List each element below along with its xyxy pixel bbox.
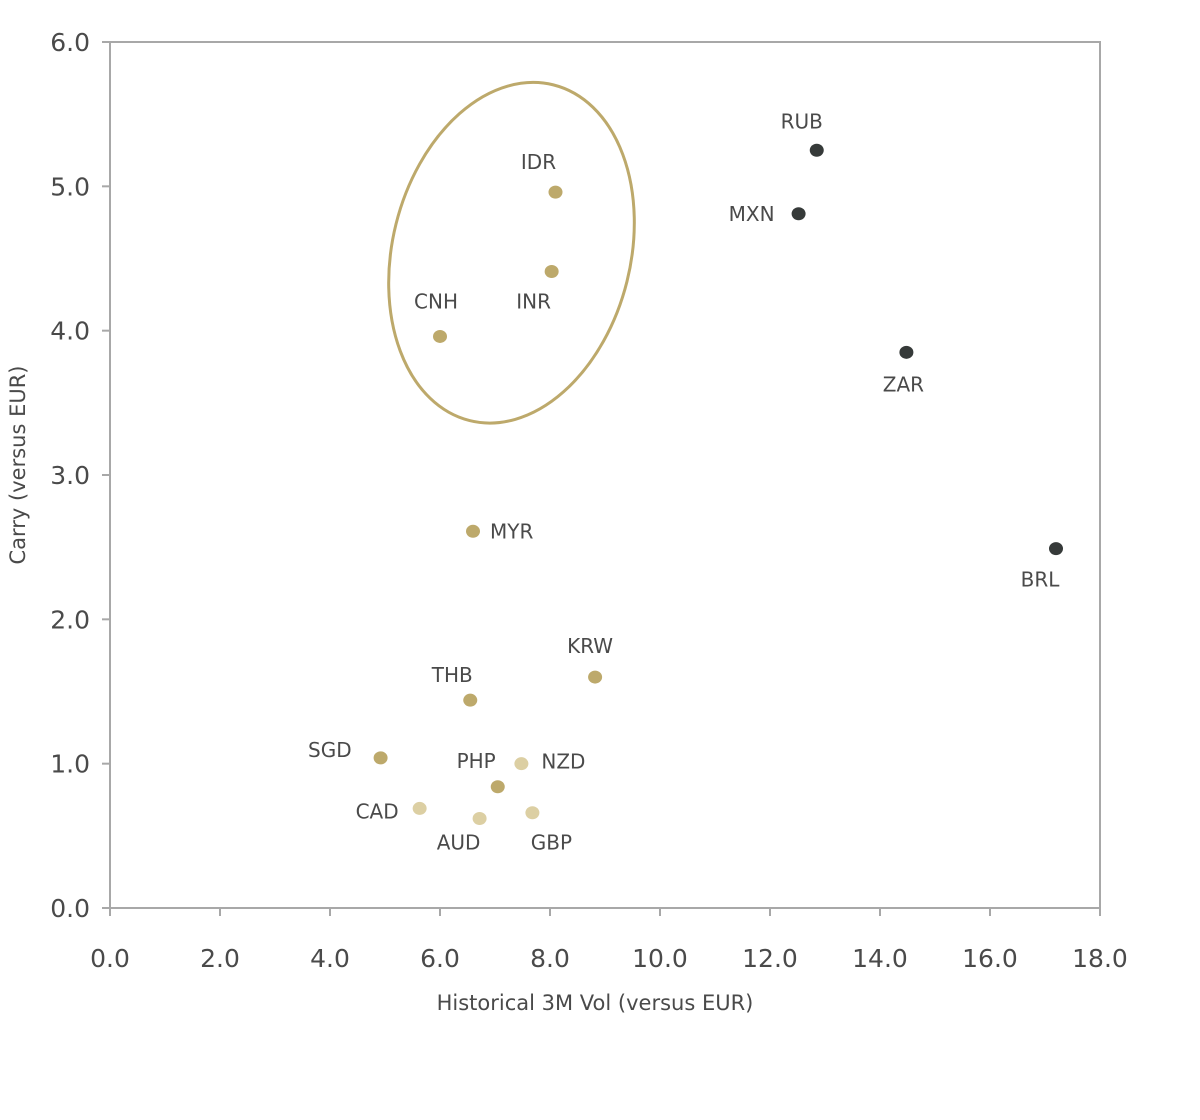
x-tick-label: 4.0 (310, 944, 350, 973)
point-cad (412, 801, 427, 815)
point-aud (472, 812, 487, 826)
x-tick-label: 18.0 (1072, 944, 1128, 973)
y-tick-label: 6.0 (50, 28, 90, 57)
point-thb (463, 693, 478, 707)
point-label-zar: ZAR (883, 372, 924, 396)
point-label-inr: INR (516, 289, 551, 313)
point-inr (544, 264, 559, 278)
highlight-ellipse (387, 80, 636, 425)
point-rub (809, 143, 824, 157)
x-tick-label: 8.0 (530, 944, 570, 973)
y-tick-label: 5.0 (50, 172, 90, 201)
point-krw (588, 670, 603, 684)
point-label-nzd: NZD (541, 750, 585, 774)
data-points: RUB MXN ZAR BRL IDR INR CNH MYR KRW THB SGD PHP NZD C… (308, 109, 1063, 855)
y-axis: 0.0 1.0 2.0 3.0 4.0 5.0 6.0 (50, 28, 110, 923)
plot-area (109, 41, 1101, 909)
y-tick-label: 3.0 (50, 461, 90, 490)
point-gbp (525, 806, 540, 820)
x-tick-label: 12.0 (742, 944, 798, 973)
point-label-gbp: GBP (531, 831, 572, 855)
point-label-brl: BRL (1021, 568, 1061, 592)
point-label-rub: RUB (781, 109, 823, 133)
point-label-cad: CAD (356, 799, 399, 823)
point-label-idr: IDR (521, 150, 556, 174)
point-myr (466, 524, 480, 538)
point-cnh (433, 329, 447, 343)
x-tick-label: 16.0 (962, 944, 1018, 973)
point-php (490, 780, 505, 794)
point-sgd (373, 751, 388, 765)
y-axis-title: Carry (versus EUR) (6, 366, 30, 565)
x-tick-label: 10.0 (632, 944, 688, 973)
point-brl (1049, 542, 1063, 556)
point-label-myr: MYR (490, 519, 533, 543)
point-label-php: PHP (457, 749, 496, 773)
y-tick-label: 0.0 (50, 894, 90, 923)
point-label-aud: AUD (437, 831, 481, 855)
y-tick-label: 2.0 (50, 605, 90, 634)
x-axis-title: Historical 3M Vol (versus EUR) (437, 991, 754, 1015)
point-zar (899, 345, 914, 359)
x-tick-label: 6.0 (420, 944, 460, 973)
point-label-cnh: CNH (414, 289, 458, 313)
y-tick-label: 1.0 (50, 750, 90, 779)
y-tick-label: 4.0 (50, 317, 90, 346)
x-tick-label: 14.0 (852, 944, 908, 973)
x-tick-label: 0.0 (90, 944, 130, 973)
x-tick-label: 2.0 (200, 944, 240, 973)
x-axis: 0.0 2.0 4.0 6.0 8.0 10.0 12.0 14.0 16.0 18.0 (90, 908, 1128, 973)
point-label-mxn: MXN (729, 202, 775, 226)
point-idr (548, 185, 563, 199)
point-label-sgd: SGD (308, 738, 352, 762)
point-mxn (791, 207, 806, 221)
point-nzd (514, 757, 529, 771)
point-label-thb: THB (431, 663, 473, 687)
point-label-krw: KRW (567, 634, 613, 658)
